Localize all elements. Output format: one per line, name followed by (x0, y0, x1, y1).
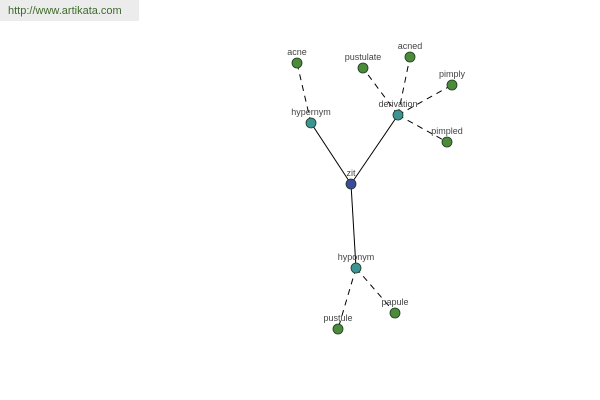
edge-zit-hypernym (310, 122, 352, 185)
node-label-derivation: derivation (378, 99, 417, 109)
edge-derivation-pustulate (362, 67, 399, 116)
node-derivation[interactable] (392, 109, 404, 121)
node-label-pustulate: pustulate (345, 52, 382, 62)
edge-zit-hyponym (350, 183, 357, 269)
edge-derivation-pimpled (397, 114, 448, 143)
edge-zit-derivation (350, 114, 399, 185)
node-pimpled[interactable] (441, 136, 453, 148)
node-zit[interactable] (345, 178, 357, 190)
node-hyponym[interactable] (350, 262, 362, 274)
node-label-pustule: pustule (323, 313, 352, 323)
node-label-pimply: pimply (439, 69, 466, 79)
node-hypernym[interactable] (305, 117, 317, 129)
node-acned[interactable] (404, 51, 416, 63)
node-label-acned: acned (398, 41, 423, 51)
node-pustule[interactable] (332, 323, 344, 335)
node-acne[interactable] (291, 57, 303, 69)
watermark-banner: http://www.artikata.com (0, 0, 139, 21)
node-label-pimpled: pimpled (431, 126, 463, 136)
node-label-zit: zit (347, 168, 356, 178)
node-label-papule: papule (381, 297, 408, 307)
node-pimply[interactable] (446, 79, 458, 91)
watermark-link[interactable]: http://www.artikata.com (8, 5, 122, 17)
node-papule[interactable] (389, 307, 401, 319)
node-label-hypernym: hypernym (291, 107, 331, 117)
node-label-hyponym: hyponym (338, 252, 375, 262)
edge-hyponym-papule (355, 267, 396, 314)
node-pustulate[interactable] (357, 62, 369, 74)
edge-derivation-acned (397, 56, 411, 116)
node-label-acne: acne (287, 47, 307, 57)
